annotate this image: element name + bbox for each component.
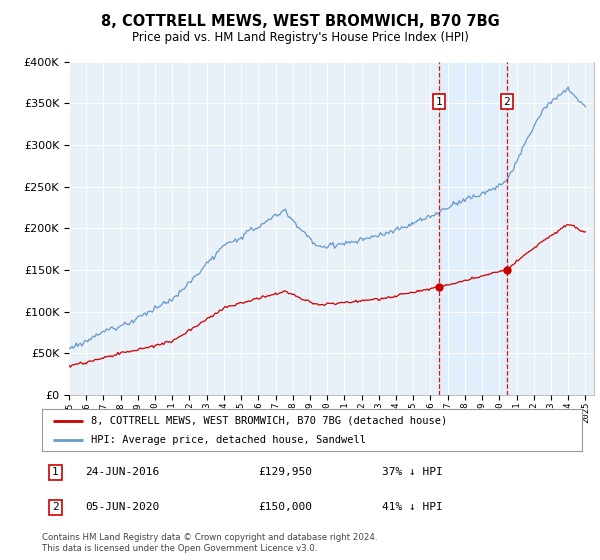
Text: Contains HM Land Registry data © Crown copyright and database right 2024.
This d: Contains HM Land Registry data © Crown c… — [42, 533, 377, 553]
Text: 2: 2 — [503, 96, 510, 106]
Text: Price paid vs. HM Land Registry's House Price Index (HPI): Price paid vs. HM Land Registry's House … — [131, 31, 469, 44]
Text: HPI: Average price, detached house, Sandwell: HPI: Average price, detached house, Sand… — [91, 435, 365, 445]
Text: 41% ↓ HPI: 41% ↓ HPI — [382, 502, 443, 512]
Bar — [439, 62, 507, 395]
Text: £150,000: £150,000 — [258, 502, 312, 512]
Text: 05-JUN-2020: 05-JUN-2020 — [85, 502, 160, 512]
Text: 1: 1 — [436, 96, 442, 106]
Text: 8, COTTRELL MEWS, WEST BROMWICH, B70 7BG: 8, COTTRELL MEWS, WEST BROMWICH, B70 7BG — [101, 14, 499, 29]
Text: 2: 2 — [52, 502, 59, 512]
Text: £129,950: £129,950 — [258, 468, 312, 478]
Text: 37% ↓ HPI: 37% ↓ HPI — [382, 468, 443, 478]
Text: 24-JUN-2016: 24-JUN-2016 — [85, 468, 160, 478]
Text: 8, COTTRELL MEWS, WEST BROMWICH, B70 7BG (detached house): 8, COTTRELL MEWS, WEST BROMWICH, B70 7BG… — [91, 416, 447, 426]
Text: 1: 1 — [52, 468, 59, 478]
